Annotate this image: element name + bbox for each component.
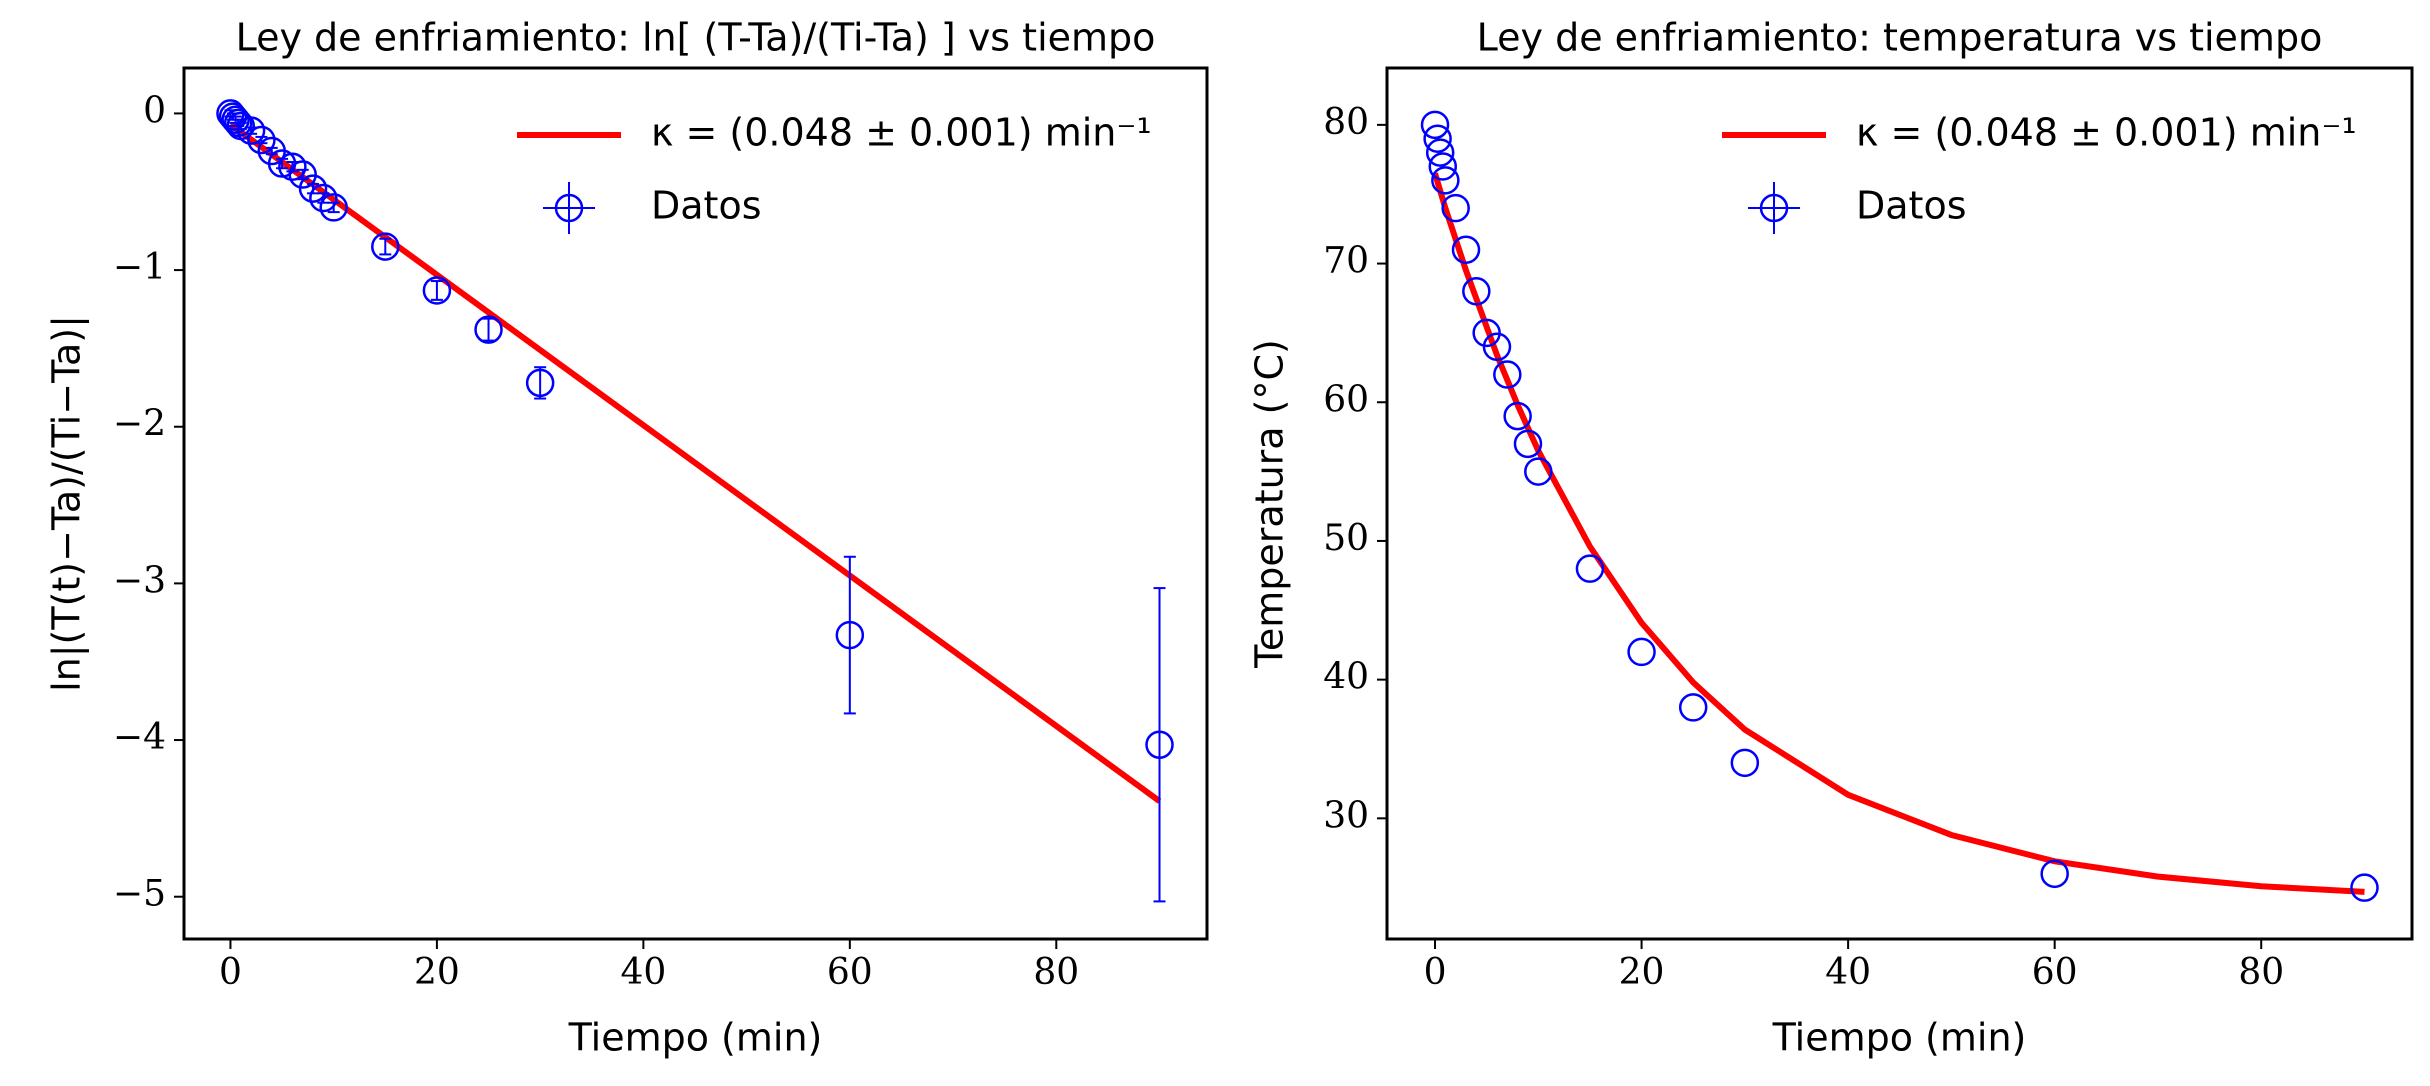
data-point bbox=[288, 160, 317, 189]
data-point bbox=[1575, 554, 1605, 583]
y-tick-label: −1 bbox=[113, 247, 166, 288]
data-point bbox=[1678, 693, 1708, 722]
data-point bbox=[1420, 110, 1450, 140]
data-point bbox=[835, 620, 865, 650]
legend-label: Datos bbox=[1856, 184, 1967, 228]
data-point bbox=[1503, 401, 1532, 431]
data-point bbox=[1524, 457, 1553, 486]
data-point bbox=[1423, 124, 1452, 153]
legend-label: Datos bbox=[651, 184, 762, 228]
data-point bbox=[1425, 138, 1455, 167]
x-tick-label: 40 bbox=[1825, 952, 1871, 993]
x-tick-label: 60 bbox=[2032, 952, 2078, 993]
fit-line bbox=[1432, 172, 2365, 895]
y-tick-label: −5 bbox=[113, 874, 166, 915]
data-point bbox=[1493, 360, 1522, 389]
y-tick-label: 70 bbox=[1323, 241, 1369, 282]
data-point bbox=[221, 105, 250, 134]
data-point bbox=[2350, 873, 2379, 902]
x-axis-label: Tiempo (min) bbox=[1772, 1016, 2027, 1060]
y-tick-label: −3 bbox=[113, 560, 166, 601]
data-point bbox=[218, 102, 248, 131]
plot-frame bbox=[1385, 66, 2414, 941]
data-point bbox=[2040, 859, 2069, 889]
legend-label: κ = (0.048 ± 0.001) min⁻¹ bbox=[1856, 111, 2357, 155]
data-point bbox=[1441, 193, 1470, 223]
data-point bbox=[236, 116, 266, 145]
data-point bbox=[1145, 730, 1174, 759]
y-tick-label: 80 bbox=[1323, 102, 1369, 143]
y-tick-label: 30 bbox=[1323, 795, 1369, 836]
data-point bbox=[1451, 235, 1481, 264]
data-point bbox=[1730, 748, 1760, 778]
data-point bbox=[1431, 166, 1460, 195]
data-point bbox=[525, 368, 555, 398]
plot-frame bbox=[182, 66, 1209, 941]
x-tick-label: 0 bbox=[1424, 952, 1447, 993]
y-axis-label: Temperatura (°C) bbox=[1248, 339, 1292, 669]
x-tick-label: 0 bbox=[219, 952, 242, 993]
data-point bbox=[474, 315, 503, 344]
y-tick-label: 40 bbox=[1323, 657, 1369, 698]
data-point bbox=[1428, 152, 1458, 181]
y-tick-label: 0 bbox=[143, 90, 166, 131]
fit-line bbox=[228, 121, 1162, 804]
data-point bbox=[1482, 332, 1512, 362]
y-tick-label: 50 bbox=[1323, 518, 1369, 559]
x-tick-label: 60 bbox=[827, 952, 873, 993]
data-point bbox=[247, 125, 276, 155]
data-point bbox=[319, 193, 348, 222]
legend-label: κ = (0.048 ± 0.001) min⁻¹ bbox=[651, 111, 1152, 155]
y-tick-label: −4 bbox=[113, 717, 166, 758]
y-tick-label: −2 bbox=[113, 404, 166, 445]
y-axis-label: ln|(T(t)−Ta)/(Ti−Ta)| bbox=[45, 315, 90, 692]
x-tick-label: 40 bbox=[620, 952, 666, 993]
data-point bbox=[554, 193, 584, 223]
data-point bbox=[1462, 277, 1491, 306]
data-point bbox=[1627, 637, 1656, 667]
data-point bbox=[1759, 193, 1789, 223]
data-point bbox=[278, 152, 307, 181]
data-point bbox=[422, 276, 452, 305]
x-tick-label: 80 bbox=[1033, 952, 1079, 993]
y-tick-label: 60 bbox=[1323, 379, 1369, 420]
data-point bbox=[371, 232, 400, 261]
x-tick-label: 20 bbox=[414, 952, 460, 993]
data-point bbox=[309, 183, 338, 213]
x-tick-label: 80 bbox=[2238, 952, 2284, 993]
panel: Ley de enfriamiento: temperatura vs tiem… bbox=[1248, 16, 2414, 1060]
x-tick-label: 20 bbox=[1619, 952, 1665, 993]
chart-title: Ley de enfriamiento: ln[ (T-Ta)/(Ti-Ta) … bbox=[236, 16, 1156, 60]
chart-title: Ley de enfriamiento: temperatura vs tiem… bbox=[1477, 16, 2323, 60]
data-point bbox=[1513, 429, 1543, 459]
x-axis-label: Tiempo (min) bbox=[568, 1016, 823, 1060]
data-point bbox=[298, 174, 328, 203]
panel: Ley de enfriamiento: ln[ (T-Ta)/(Ti-Ta) … bbox=[45, 16, 1209, 1060]
